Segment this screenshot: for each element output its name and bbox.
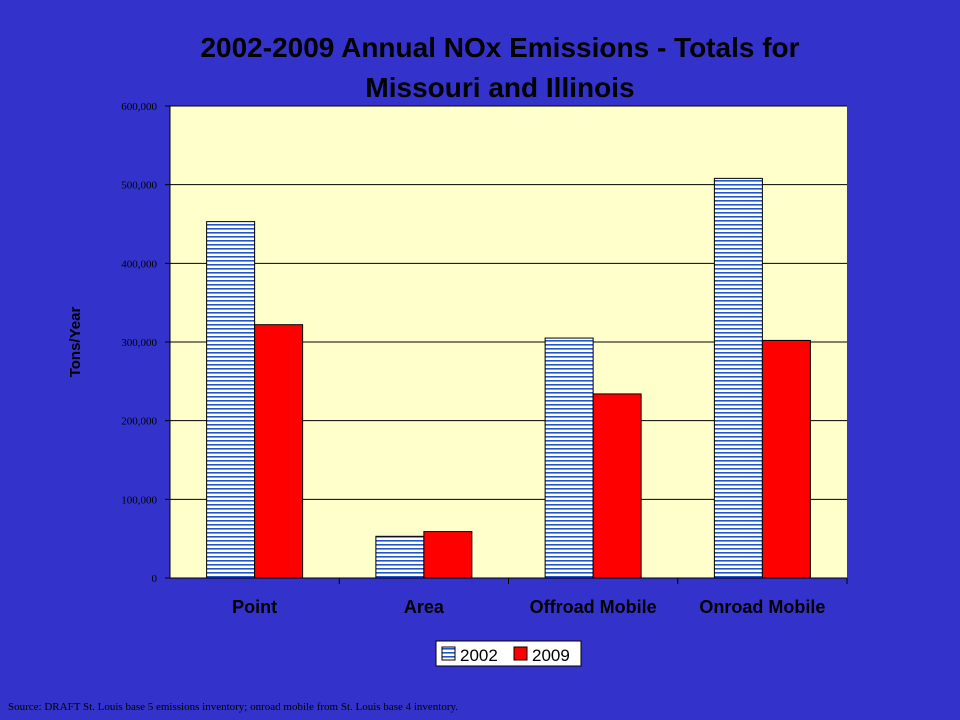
chart-title-line-1: 2002-2009 Annual NOx Emissions - Totals … (200, 32, 800, 63)
chart-title-line-2: Missouri and Illinois (365, 72, 635, 103)
bar-2009-offroad-mobile (592, 393, 642, 579)
source-note: Source: DRAFT St. Louis base 5 emissions… (8, 701, 459, 713)
bar-2002-offroad-mobile (544, 337, 594, 579)
legend-label-2009: 2009 (532, 646, 570, 665)
x-tick-label: Area (404, 597, 445, 617)
bar-2002-point (206, 221, 256, 579)
y-tick-label: 500,000 (121, 180, 157, 192)
y-tick-label: 400,000 (121, 258, 157, 270)
chart-title: 2002-2009 Annual NOx Emissions - Totals … (0, 28, 960, 108)
y-tick-label: 600,000 (121, 101, 157, 113)
y-tick-label: 200,000 (121, 416, 157, 428)
y-tick-label: 100,000 (121, 494, 157, 506)
legend: 2002 2009 (435, 640, 582, 667)
legend-label-2002: 2002 (460, 646, 498, 665)
x-tick-label: Offroad Mobile (530, 597, 657, 617)
bar-2002-onroad-mobile (713, 177, 763, 579)
x-tick-label: Point (232, 597, 277, 617)
legend-swatch-2002 (441, 646, 456, 661)
bar-2009-point (254, 324, 304, 579)
bar-2002-area (375, 535, 425, 579)
y-tick-label: 0 (152, 573, 158, 585)
bar-2009-onroad-mobile (761, 339, 811, 579)
y-tick-label: 300,000 (121, 337, 157, 349)
legend-swatch-2009 (513, 646, 528, 661)
y-axis-label: Tons/Year (67, 307, 84, 378)
bar-2009-area (423, 531, 473, 579)
legend-box (435, 640, 582, 667)
x-tick-label: Onroad Mobile (699, 597, 825, 617)
